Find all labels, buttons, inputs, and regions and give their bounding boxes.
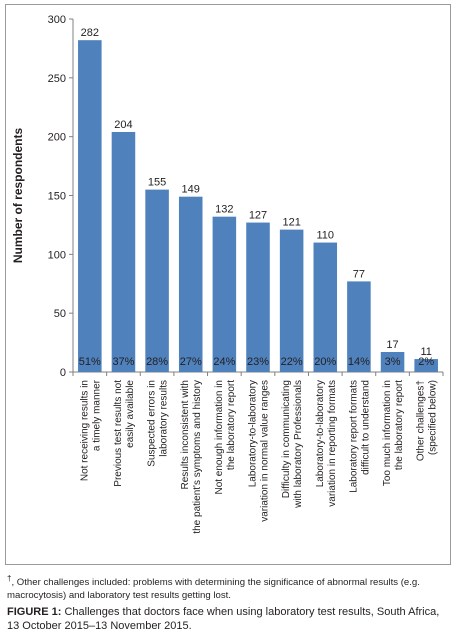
x-category-label: Laboratory-to-laboratoryvariation in rep… [315, 380, 338, 507]
figure-footnote: †, Other challenges included: problems w… [7, 573, 453, 602]
bar [111, 131, 136, 372]
y-axis-title: Number of respondents [11, 128, 25, 264]
x-category-label-line: Laboratory report formats [348, 380, 359, 493]
x-category-label-line: Laboratory-to-laboratory [248, 380, 259, 487]
x-category-label-line: laboratory results [159, 380, 170, 457]
bar-value-label: 110 [316, 230, 334, 242]
bar-percent-label: 37% [112, 356, 134, 368]
bar-percent-label: 24% [213, 356, 235, 368]
x-category-label: Laboratory-to-laboratoryvariation in nor… [248, 380, 271, 522]
bar-percent-label: 14% [348, 356, 370, 368]
y-tick-label: 0 [60, 367, 66, 379]
bar-value-label: 121 [282, 217, 300, 229]
bar-value-label: 77 [353, 268, 365, 280]
bar [212, 216, 237, 372]
x-category-label-line: (specified below) [428, 380, 439, 455]
x-category-label: Previous test results noteasily availabl… [113, 380, 136, 487]
x-category-label: Other challenges†(specified below) [416, 380, 439, 461]
bar-value-label: 149 [182, 184, 200, 196]
y-tick-label: 100 [48, 249, 66, 261]
bar-value-label: 132 [215, 204, 233, 216]
x-category-label: Difficulty in communicatingwith laborato… [281, 380, 304, 509]
bar-value-label: 204 [114, 119, 132, 131]
chart-frame: 0 50 100 150 200 250 300 Number of respondents 2… [5, 4, 451, 565]
bar-value-label: 127 [249, 210, 267, 222]
bar [347, 281, 371, 372]
bar [380, 351, 405, 372]
footnote-text: , Other challenges included: problems wi… [7, 577, 420, 601]
x-category-label-line: Not enough information in [214, 380, 225, 495]
x-category-label-line: the laboratory report [394, 380, 405, 470]
x-category-label-line: with laboratory Professionals [293, 380, 304, 509]
bar [178, 196, 203, 372]
x-category-label-line: easily available [125, 380, 136, 448]
bar [78, 40, 102, 373]
x-category-label: Not receiving results ina timely manner [79, 379, 102, 481]
bar-value-label: 155 [148, 177, 166, 189]
x-category-label: Laboratory report formatsdifficult to un… [348, 380, 371, 493]
y-tick-label: 250 [48, 73, 66, 85]
bar [414, 359, 438, 372]
bar-percent-label: 2% [418, 356, 434, 368]
footnote-dagger: † [7, 574, 12, 583]
bar-percent-label: 23% [247, 356, 269, 368]
x-category-label-line: variation in reporting formats [327, 380, 338, 507]
y-tick-label: 150 [48, 191, 66, 203]
y-tick-label: 50 [54, 308, 66, 320]
caption-text: Challenges that doctors face when using … [7, 606, 440, 632]
y-tick-label: 200 [48, 132, 66, 144]
bar-chart: 0 50 100 150 200 250 300 Number of respondents 2… [11, 14, 444, 534]
bar [279, 229, 304, 372]
bar [313, 242, 338, 372]
x-category-label-line: the laboratory report [226, 380, 237, 470]
bar-percent-label: 3% [385, 356, 401, 368]
x-category-label-line: Difficulty in communicating [281, 380, 292, 498]
bar-value-label: 17 [386, 339, 398, 351]
bar-value-label: 282 [81, 27, 99, 39]
bar-percent-label: 28% [146, 356, 168, 368]
bar-percent-label: 22% [281, 356, 303, 368]
bar [145, 189, 169, 372]
x-category-label-line: a timely manner [91, 379, 102, 451]
x-category-label: Suspected errors inlaboratory results [147, 380, 170, 467]
x-category-label-line: the patient's symptoms and history [192, 380, 203, 534]
caption-label: FIGURE 1: [7, 606, 62, 618]
x-category-label-line: Other challenges† [416, 380, 427, 461]
x-category-label: Too much information inthe laboratory re… [382, 380, 405, 486]
bar-percent-label: 20% [314, 356, 336, 368]
x-category-label-line: variation in normal value ranges [260, 380, 271, 522]
y-tick-label: 300 [48, 14, 66, 26]
bar [246, 222, 270, 372]
x-category-label-line: difficult to understand [360, 380, 371, 475]
x-category-label-line: Previous test results not [113, 380, 124, 487]
bar-value-label: 11 [420, 346, 431, 358]
x-category-label-line: Suspected errors in [147, 380, 158, 467]
bar-percent-label: 51% [79, 356, 101, 368]
x-category-label-line: Too much information in [382, 380, 393, 486]
x-category-label-line: Results inconsistent with [180, 380, 191, 490]
x-category-label-line: Laboratory-to-laboratory [315, 380, 326, 487]
x-category-label-line: Not receiving results in [79, 380, 90, 481]
bar-percent-label: 27% [180, 356, 202, 368]
x-category-label: Not enough information inthe laboratory … [214, 380, 237, 495]
x-category-label: Results inconsistent withthe patient's s… [180, 380, 203, 534]
figure-caption: FIGURE 1: Challenges that doctors face w… [7, 605, 453, 633]
